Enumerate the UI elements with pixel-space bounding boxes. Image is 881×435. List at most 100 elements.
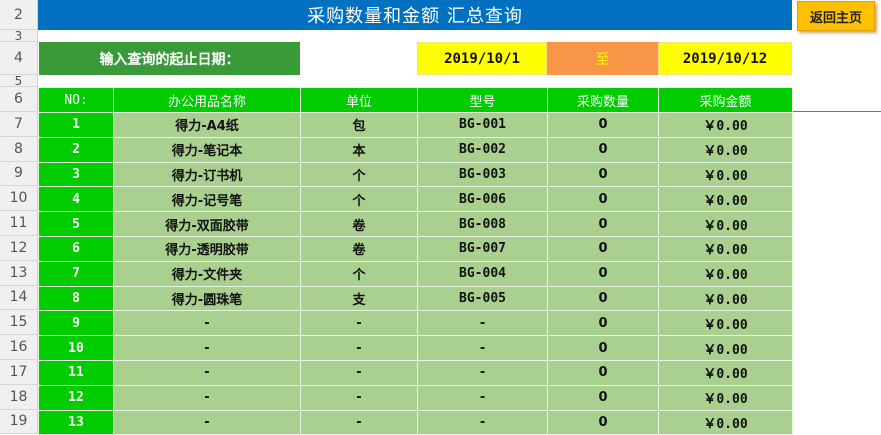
table-cell[interactable]: ￥0.00 xyxy=(658,186,793,213)
row-header[interactable]: 9 xyxy=(0,161,38,187)
table-cell[interactable]: 0 xyxy=(547,112,659,138)
table-row: 4 得力-记号笔个 BG-006 0 ￥0.00 xyxy=(38,186,793,213)
table-cell[interactable]: 得力-圆珠笔 xyxy=(113,285,301,312)
table-cell[interactable]: 卷 xyxy=(300,235,418,262)
table-cell[interactable]: 10 xyxy=(38,335,114,361)
start-date-cell[interactable]: 2019/10/1 xyxy=(417,42,547,75)
table-cell[interactable]: 7 xyxy=(38,260,114,287)
table-cell[interactable]: - xyxy=(300,409,418,435)
table-cell[interactable]: 得力-记号笔 xyxy=(113,186,301,213)
table-cell[interactable]: - xyxy=(417,359,548,386)
table-cell[interactable]: BG-007 xyxy=(417,235,548,262)
table-cell[interactable]: 1 xyxy=(38,112,114,138)
table-cell[interactable]: - xyxy=(113,310,301,337)
table-cell[interactable]: BG-003 xyxy=(417,161,548,188)
table-cell[interactable]: 得力-笔记本 xyxy=(113,136,301,163)
table-cell[interactable]: 9 xyxy=(38,310,114,337)
table-cell[interactable]: 得力-订书机 xyxy=(113,161,301,188)
table-cell[interactable]: 得力-双面胶带 xyxy=(113,211,301,237)
table-cell[interactable]: 0 xyxy=(547,285,659,312)
table-cell[interactable]: ￥0.00 xyxy=(658,260,793,287)
table-cell[interactable]: 4 xyxy=(38,186,114,213)
table-cell[interactable]: 本 xyxy=(300,136,418,163)
table-cell[interactable]: - xyxy=(300,335,418,361)
table-cell[interactable]: BG-002 xyxy=(417,136,548,163)
table-cell[interactable]: 0 xyxy=(547,235,659,262)
table-cell[interactable]: 11 xyxy=(38,359,114,386)
table-cell[interactable]: - xyxy=(417,310,548,337)
table-cell[interactable]: BG-005 xyxy=(417,285,548,312)
table-cell[interactable]: - xyxy=(417,384,548,411)
table-cell[interactable]: 0 xyxy=(547,310,659,337)
row-header[interactable]: 15 xyxy=(0,310,38,336)
table-cell[interactable]: - xyxy=(300,310,418,337)
row-header[interactable]: 12 xyxy=(0,236,38,261)
row-header[interactable]: 13 xyxy=(0,260,38,286)
table-cell[interactable]: 个 xyxy=(300,186,418,213)
row-header[interactable]: 10 xyxy=(0,186,38,212)
table-cell[interactable]: 0 xyxy=(547,384,659,411)
table-cell[interactable]: ￥0.00 xyxy=(658,409,793,435)
end-date-cell[interactable]: 2019/10/12 xyxy=(658,42,792,75)
row-header[interactable]: 4 xyxy=(0,42,38,75)
table-cell[interactable]: 6 xyxy=(38,235,114,262)
table-cell[interactable]: - xyxy=(113,335,301,361)
row-header[interactable]: 11 xyxy=(0,211,38,236)
row-header[interactable]: 17 xyxy=(0,360,38,385)
table-cell[interactable]: BG-006 xyxy=(417,186,548,213)
row-header[interactable]: 19 xyxy=(0,409,38,435)
table-cell[interactable]: ￥0.00 xyxy=(658,335,793,361)
table-cell[interactable]: 个 xyxy=(300,161,418,188)
table-cell[interactable]: 支 xyxy=(300,285,418,312)
row-header[interactable]: 5 xyxy=(0,74,38,88)
row-header[interactable]: 2 xyxy=(0,0,38,30)
row-header[interactable]: 7 xyxy=(0,112,38,137)
table-cell[interactable]: 0 xyxy=(547,136,659,163)
table-cell[interactable]: - xyxy=(113,409,301,435)
table-cell[interactable]: ￥0.00 xyxy=(658,161,793,188)
table-cell[interactable]: - xyxy=(417,335,548,361)
table-cell[interactable]: - xyxy=(300,384,418,411)
table-cell[interactable]: 0 xyxy=(547,359,659,386)
table-cell[interactable]: - xyxy=(300,359,418,386)
table-cell[interactable]: ￥0.00 xyxy=(658,285,793,312)
table-cell[interactable]: 5 xyxy=(38,211,114,237)
table-cell[interactable]: 0 xyxy=(547,211,659,237)
row-header[interactable]: 8 xyxy=(0,136,38,162)
table-cell[interactable]: ￥0.00 xyxy=(658,112,793,138)
table-cell[interactable]: ￥0.00 xyxy=(658,235,793,262)
table-cell[interactable]: - xyxy=(113,384,301,411)
table-cell[interactable]: 包 xyxy=(300,112,418,138)
back-home-button[interactable]: 返回主页 xyxy=(797,1,875,31)
table-cell[interactable]: 2 xyxy=(38,136,114,163)
table-cell[interactable]: - xyxy=(113,359,301,386)
table-cell[interactable]: ￥0.00 xyxy=(658,384,793,411)
table-cell[interactable]: BG-008 xyxy=(417,211,548,237)
table-cell[interactable]: BG-001 xyxy=(417,112,548,138)
table-cell[interactable]: 0 xyxy=(547,409,659,435)
table-cell[interactable]: 12 xyxy=(38,384,114,411)
table-cell[interactable]: 13 xyxy=(38,409,114,435)
table-cell[interactable]: 得力-文件夹 xyxy=(113,260,301,287)
table-cell[interactable]: 得力-A4纸 xyxy=(113,112,301,138)
table-cell[interactable]: 3 xyxy=(38,161,114,188)
table-cell[interactable]: 0 xyxy=(547,161,659,188)
table-cell[interactable]: 0 xyxy=(547,186,659,213)
table-cell[interactable]: BG-004 xyxy=(417,260,548,287)
row-header[interactable]: 3 xyxy=(0,29,38,43)
table-cell[interactable]: - xyxy=(417,409,548,435)
row-header[interactable]: 18 xyxy=(0,384,38,410)
table-cell[interactable]: ￥0.00 xyxy=(658,310,793,337)
table-cell[interactable]: 0 xyxy=(547,260,659,287)
table-cell[interactable]: 0 xyxy=(547,335,659,361)
row-header[interactable]: 14 xyxy=(0,285,38,311)
table-cell[interactable]: ￥0.00 xyxy=(658,211,793,237)
table-cell[interactable]: 个 xyxy=(300,260,418,287)
table-cell[interactable]: 卷 xyxy=(300,211,418,237)
table-cell[interactable]: 8 xyxy=(38,285,114,312)
table-cell[interactable]: 得力-透明胶带 xyxy=(113,235,301,262)
table-cell[interactable]: ￥0.00 xyxy=(658,136,793,163)
table-cell[interactable]: ￥0.00 xyxy=(658,359,793,386)
row-header[interactable]: 6 xyxy=(0,87,38,112)
row-header[interactable]: 16 xyxy=(0,335,38,360)
